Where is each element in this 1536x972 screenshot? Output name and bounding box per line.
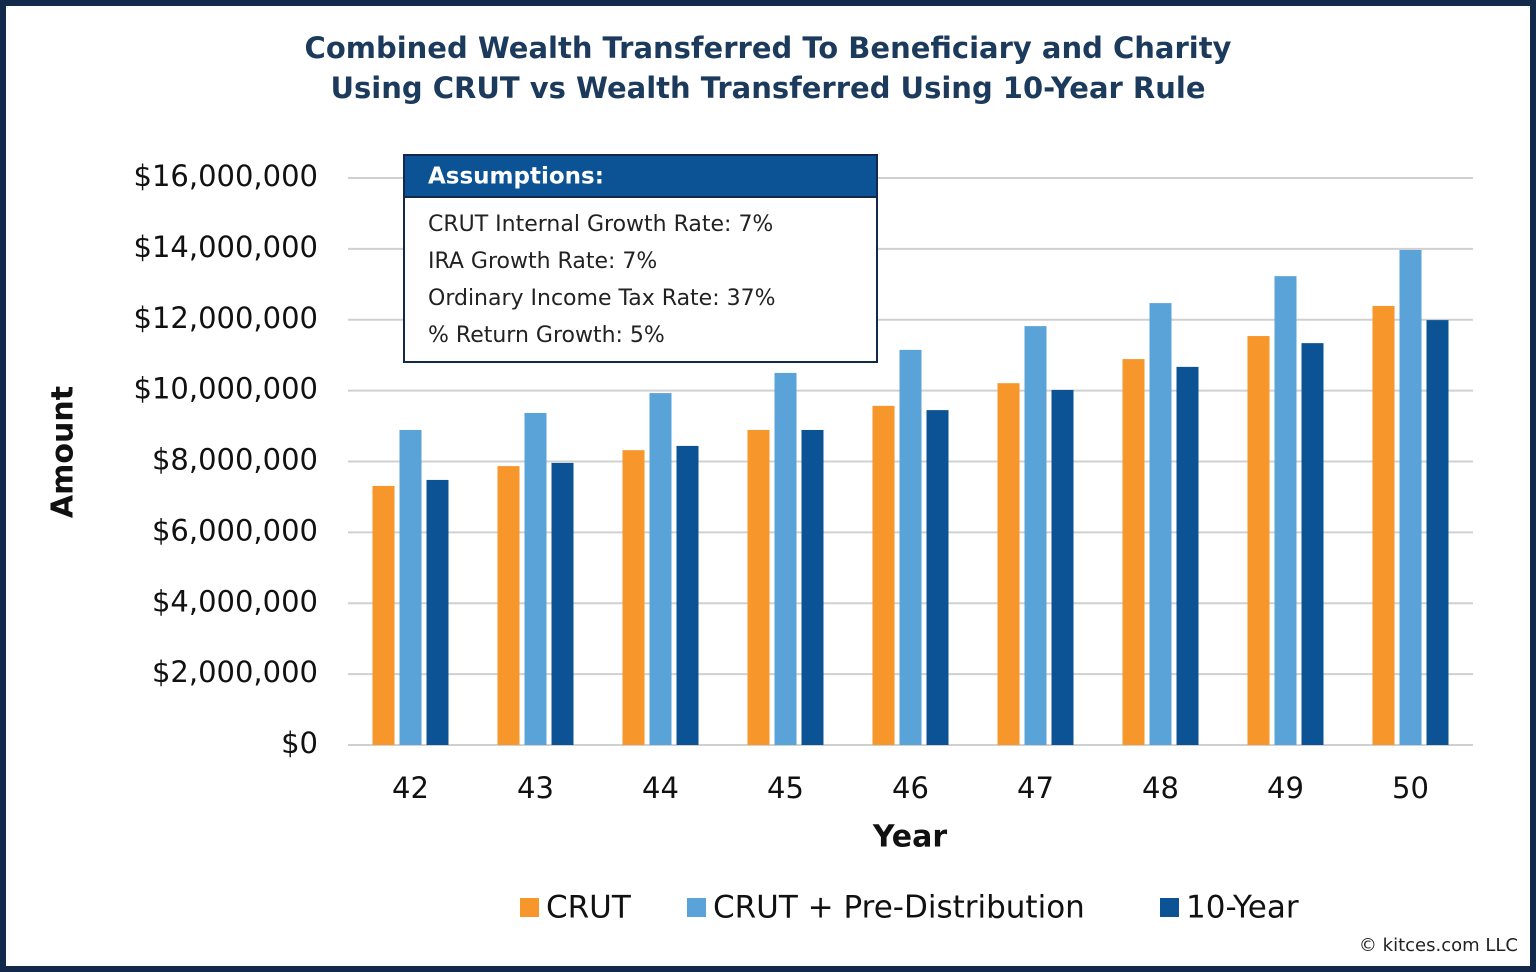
y-tick-label: $8,000,000 [152, 443, 318, 477]
legend-label: CRUT + Pre-Distribution [713, 890, 1085, 926]
bar [1426, 320, 1449, 745]
y-tick-label: $4,000,000 [152, 584, 318, 618]
x-tick-label: 44 [642, 771, 679, 805]
x-tick-label: 46 [892, 771, 929, 805]
bar [872, 405, 895, 745]
y-tick-label: $14,000,000 [134, 230, 319, 264]
x-tick-label: 48 [1142, 771, 1179, 805]
y-tick-label: $0 [281, 726, 318, 760]
y-tick-label: $16,000,000 [134, 159, 319, 193]
bar [774, 372, 797, 745]
annotation-title: Assumptions: [428, 164, 604, 190]
bar [676, 445, 699, 745]
bar [1247, 336, 1270, 745]
legend-swatch [1160, 898, 1179, 917]
annotation-line: Ordinary Income Tax Rate: 37% [428, 286, 776, 311]
bar [997, 383, 1020, 745]
x-tick-label: 50 [1392, 771, 1429, 805]
bar [926, 410, 949, 745]
legend-label: 10-Year [1186, 890, 1299, 926]
annotation-header [403, 154, 878, 198]
bar [497, 466, 520, 745]
bar [1372, 305, 1395, 745]
bar [1176, 366, 1199, 745]
annotation-line: IRA Growth Rate: 7% [428, 249, 657, 274]
bar [372, 485, 395, 745]
bar [399, 429, 422, 745]
annotation-line: % Return Growth: 5% [428, 323, 665, 348]
bar [551, 462, 574, 745]
y-axis-title: Amount [46, 386, 81, 518]
bar [426, 479, 449, 745]
bar [1122, 359, 1145, 745]
bar [747, 429, 770, 745]
y-tick-label: $10,000,000 [134, 372, 319, 406]
bar [1051, 389, 1074, 745]
credit: © kitces.com LLC [1359, 935, 1518, 956]
chart-title: Combined Wealth Transferred To Beneficia… [305, 31, 1232, 65]
bar [1301, 343, 1324, 745]
x-tick-label: 42 [392, 771, 429, 805]
annotation-line: CRUT Internal Growth Rate: 7% [428, 212, 773, 237]
plot-area: $0 $2,000,000 $4,000,000 $6,000,000 $8,000,0… [134, 159, 1473, 926]
x-tick-label: 49 [1267, 771, 1304, 805]
bar [649, 393, 672, 745]
y-tick-label: $2,000,000 [152, 655, 318, 689]
bar [899, 349, 922, 745]
annotation-box: Assumptions: CRUT Internal Growth Rate: … [403, 154, 878, 363]
bar [1149, 303, 1172, 745]
y-tick-label: $6,000,000 [152, 513, 318, 547]
bar [622, 450, 645, 745]
legend-label: CRUT [546, 890, 632, 926]
bar [524, 412, 547, 745]
bar [801, 429, 824, 745]
x-tick-label: 45 [767, 771, 804, 805]
legend-swatch [687, 898, 706, 917]
legend-swatch [520, 898, 539, 917]
chart-title: Using CRUT vs Wealth Transferred Using 1… [330, 71, 1205, 105]
x-axis-title: Year [872, 820, 948, 855]
bar [1274, 276, 1297, 745]
x-tick-label: 47 [1017, 771, 1054, 805]
bar [1024, 326, 1047, 745]
y-tick-label: $12,000,000 [134, 301, 319, 335]
x-tick-label: 43 [517, 771, 554, 805]
bar [1399, 249, 1422, 746]
